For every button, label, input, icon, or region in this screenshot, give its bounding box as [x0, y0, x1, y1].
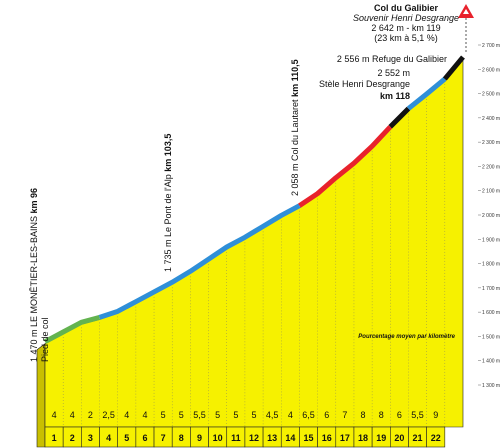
- stele-km: km 118: [380, 91, 410, 101]
- gradient-label: 6: [397, 410, 402, 420]
- gradient-label: 9: [433, 410, 438, 420]
- km-label: 1: [52, 433, 57, 443]
- gradient-label: 2,5: [102, 410, 115, 420]
- start-km: km 96: [29, 188, 39, 214]
- start-label: 1 470 m LE MONÊTIER-LES-BAINS km 96: [29, 188, 39, 362]
- gradient-label: 6,5: [302, 410, 315, 420]
- gradient-label: 2: [88, 410, 93, 420]
- gradient-label: 5: [233, 410, 238, 420]
- pont-km: km 103,5: [163, 134, 173, 172]
- gradient-label: 4: [70, 410, 75, 420]
- y-tick-label: 1 900 m: [482, 237, 500, 243]
- pont-label: 1 735 m Le Pont de l'Alp km 103,5: [163, 134, 173, 272]
- gradient-label: 6: [324, 410, 329, 420]
- km-label: 2: [70, 433, 75, 443]
- gradient-label: 4: [124, 410, 129, 420]
- km-label: 15: [304, 433, 314, 443]
- summit-alt: 2 642 m - km 119: [371, 23, 440, 33]
- km-label: 18: [358, 433, 368, 443]
- profile-segment: [442, 55, 465, 81]
- lautaret-text: 2 058 m Col du Lautaret: [290, 97, 300, 196]
- gradient-caption: Pourcentage moyen par kilomètre: [358, 334, 455, 340]
- km-label: 19: [376, 433, 386, 443]
- km-label: 3: [88, 433, 93, 443]
- summit-sub: Souvenir Henri Desgrange: [353, 13, 459, 23]
- gradient-label: 4: [288, 410, 293, 420]
- km-label: 9: [197, 433, 202, 443]
- start-text: 1 470 m LE MONÊTIER-LES-BAINS: [29, 213, 39, 362]
- y-tick-label: 2 000 m: [482, 213, 500, 219]
- y-tick-label: 1 700 m: [482, 286, 500, 292]
- km-box: [426, 426, 446, 448]
- y-tick-label: 1 400 m: [482, 359, 500, 365]
- profile-segment: [298, 125, 393, 208]
- gradient-label: 4,5: [266, 410, 279, 420]
- gradient-label: 8: [361, 410, 366, 420]
- lautaret-km: km 110,5: [290, 59, 300, 97]
- plot: 4 4 2 2,5 4 4 5 5 5,5 5 5 5 4,5 4 6,5 6 7 8 8 6 5,5 91 2 3 4 5 6 7 8…: [36, 43, 500, 448]
- gradient-label: 4: [142, 410, 147, 420]
- gradient-label: 5: [215, 410, 220, 420]
- km-label: 6: [142, 433, 147, 443]
- y-tick-label: 1 500 m: [482, 334, 500, 340]
- gradient-label: 8: [379, 410, 384, 420]
- summit-flag-mark: [463, 9, 469, 14]
- y-tick-label: 1 600 m: [482, 310, 500, 316]
- y-tick-label: 1 300 m: [482, 383, 500, 389]
- km-label: 17: [340, 433, 350, 443]
- km-label: 5: [124, 433, 129, 443]
- km-label: 8: [179, 433, 184, 443]
- stele-alt: 2 552 m: [377, 68, 410, 78]
- y-tick-label: 2 400 m: [482, 116, 500, 122]
- stele-text: Stèle Henri Desgrange: [319, 79, 410, 89]
- y-tick-label: 2 500 m: [482, 92, 500, 98]
- profile-segment: [388, 106, 411, 129]
- km-label: 16: [322, 433, 332, 443]
- km-label: 11: [231, 433, 241, 443]
- km-label: 20: [394, 433, 404, 443]
- y-tick-label: 2 100 m: [482, 189, 500, 195]
- gradient-label: 5: [251, 410, 256, 420]
- km-label: 4: [106, 433, 111, 443]
- y-tick-label: 2 200 m: [482, 164, 500, 170]
- km-label: 22: [431, 433, 441, 443]
- gradient-label: 5,5: [193, 410, 206, 420]
- y-tick-label: 1 800 m: [482, 262, 500, 268]
- gradient-label: 5: [161, 410, 166, 420]
- km-label: 13: [267, 433, 277, 443]
- start-sub: Pied de col: [40, 317, 50, 362]
- km-label: 12: [249, 433, 259, 443]
- y-tick-label: 2 300 m: [482, 140, 500, 146]
- gradient-label: 4: [52, 410, 57, 420]
- km-label: 14: [285, 433, 295, 443]
- y-tick-label: 2 700 m: [482, 43, 500, 49]
- summit-name: Col du Galibier: [374, 3, 439, 13]
- profile-segment: [43, 315, 101, 344]
- lautaret-label: 2 058 m Col du Lautaret km 110,5: [290, 59, 300, 196]
- profile-segment: [98, 203, 301, 320]
- pont-text: 1 735 m Le Pont de l'Alp: [163, 172, 173, 272]
- km-label: 7: [161, 433, 166, 443]
- gradient-label: 7: [342, 410, 347, 420]
- refuge-label: 2 556 m Refuge du Galibier: [337, 54, 447, 64]
- km-label: 21: [413, 433, 423, 443]
- y-tick-label: 2 600 m: [482, 67, 500, 73]
- gradient-label: 5,5: [411, 410, 424, 420]
- summit-avg: (23 km à 5,1 %): [374, 33, 438, 43]
- gradient-label: 5: [179, 410, 184, 420]
- km-label: 10: [213, 433, 223, 443]
- profile-segment: [406, 77, 447, 111]
